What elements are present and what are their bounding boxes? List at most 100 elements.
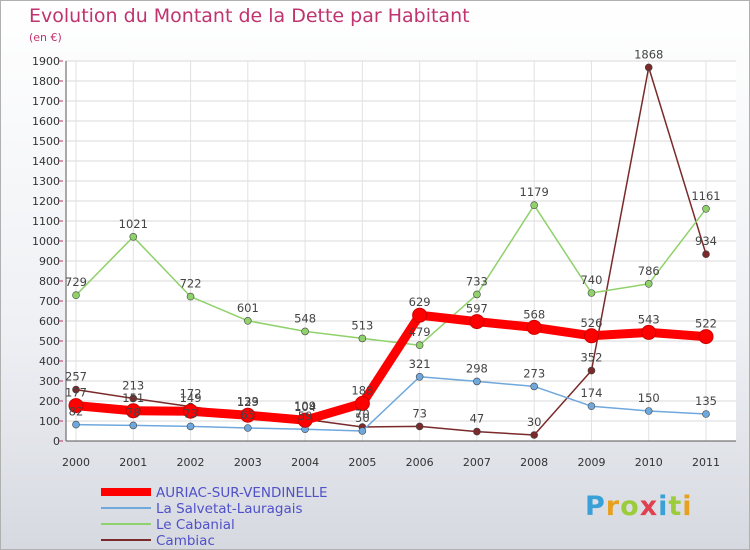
y-tick-label: 400 — [39, 355, 60, 368]
data-label: 109 — [294, 399, 316, 413]
legend-label: Le Cabanial — [156, 517, 235, 533]
data-label: 597 — [466, 302, 488, 316]
x-tick-label: 2006 — [406, 456, 434, 469]
data-point — [469, 314, 485, 330]
data-point — [297, 412, 313, 428]
data-label: 1179 — [520, 185, 549, 199]
x-tick-label: 2010 — [635, 456, 663, 469]
data-label: 135 — [695, 394, 717, 408]
data-label: 722 — [180, 277, 202, 291]
data-label: 129 — [237, 395, 259, 409]
data-point — [641, 324, 657, 340]
data-point — [644, 63, 653, 72]
data-label: 172 — [180, 387, 202, 401]
series-line — [75, 66, 707, 436]
data-label: 174 — [580, 386, 602, 400]
data-label: 151 — [122, 391, 144, 405]
series-line — [75, 204, 707, 346]
data-point — [129, 233, 138, 241]
data-point — [644, 279, 653, 288]
data-point — [415, 422, 424, 431]
data-point — [530, 431, 538, 439]
y-tick-label: 1000 — [32, 235, 60, 248]
data-point — [125, 403, 141, 419]
x-tick-label: 2009 — [577, 456, 605, 469]
data-point — [129, 394, 138, 403]
data-label: 133 — [237, 394, 259, 408]
data-label: 73 — [183, 406, 198, 420]
data-point — [473, 427, 481, 436]
data-point — [301, 327, 309, 336]
legend-label: Cambiac — [156, 533, 215, 549]
data-point — [183, 403, 199, 419]
proxiti-logo: Proxiti — [585, 491, 693, 522]
data-label: 82 — [69, 405, 84, 419]
data-label: 50 — [355, 411, 370, 425]
data-point — [415, 372, 424, 381]
legend-label: AURIAC-SUR-VENDINELLE — [156, 485, 328, 501]
data-label: 729 — [65, 275, 87, 289]
data-point — [473, 377, 481, 386]
legend-label: La Salvetat-Lauragais — [156, 501, 303, 517]
data-point — [354, 395, 370, 411]
data-label: 786 — [638, 264, 660, 278]
data-label: 273 — [523, 366, 545, 380]
y-tick-label: 500 — [39, 335, 60, 348]
data-point — [68, 398, 84, 414]
x-tick-label: 2001 — [119, 456, 147, 469]
data-label: 522 — [695, 317, 717, 331]
data-label: 65 — [240, 408, 255, 422]
y-tick-label: 900 — [39, 255, 60, 268]
y-tick-label: 800 — [39, 275, 60, 288]
data-point — [587, 402, 596, 411]
y-tick-label: 600 — [39, 315, 60, 328]
y-tick-label: 100 — [39, 415, 60, 428]
data-label: 479 — [409, 325, 431, 339]
data-label: 104 — [294, 400, 316, 414]
data-label: 629 — [409, 295, 431, 309]
data-point — [583, 328, 599, 344]
data-point — [358, 427, 367, 435]
data-label: 1868 — [634, 47, 663, 61]
data-label: 149 — [180, 391, 202, 405]
plot-area — [66, 61, 736, 441]
data-point — [644, 407, 653, 415]
data-point — [702, 250, 710, 258]
data-point — [587, 366, 596, 375]
data-point — [72, 291, 80, 300]
y-tick-label: 1200 — [32, 195, 60, 208]
data-label: 740 — [580, 273, 602, 287]
data-point — [244, 316, 252, 325]
data-label: 1021 — [119, 217, 148, 231]
data-label: 47 — [470, 412, 485, 426]
data-label: 78 — [126, 405, 141, 419]
data-label: 73 — [412, 406, 427, 420]
x-tick-label: 2005 — [348, 456, 376, 469]
x-tick-label: 2004 — [291, 456, 319, 469]
data-point — [415, 341, 424, 350]
data-point — [186, 292, 195, 301]
data-point — [698, 329, 714, 345]
y-tick-label: 1400 — [32, 155, 60, 168]
data-point — [473, 290, 481, 299]
y-tick-label: 300 — [39, 375, 60, 388]
data-point — [702, 205, 710, 213]
x-tick-label: 2000 — [62, 456, 90, 469]
series-line — [71, 310, 711, 425]
y-tick-label: 1800 — [32, 75, 60, 88]
data-label: 30 — [527, 415, 542, 429]
x-tick-label: 2011 — [692, 456, 720, 469]
y-tick-label: 200 — [39, 395, 60, 408]
series-line — [75, 376, 707, 432]
x-tick-label: 2002 — [177, 456, 205, 469]
data-label: 601 — [237, 301, 259, 315]
data-point — [244, 424, 252, 432]
data-point — [358, 334, 367, 343]
data-point — [530, 201, 538, 209]
x-tick-label: 2007 — [463, 456, 491, 469]
y-tick-label: 1300 — [32, 175, 60, 188]
data-point — [129, 421, 138, 430]
data-label: 934 — [695, 234, 717, 248]
